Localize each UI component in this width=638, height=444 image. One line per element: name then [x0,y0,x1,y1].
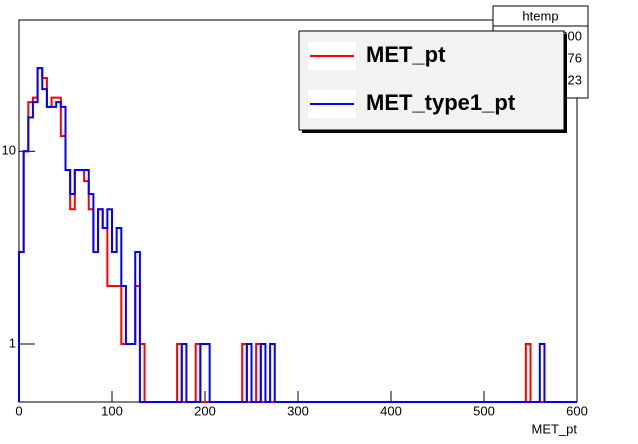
legend-label: MET_type1_pt [366,90,516,115]
x-tick-label: 600 [566,403,588,418]
x-tick-label: 300 [287,403,309,418]
x-tick-label: 100 [101,403,123,418]
histogram-line [18,67,577,403]
legend-label: MET_pt [366,42,446,67]
stats-title: htemp [522,8,558,23]
x-tick-label: 400 [380,403,402,418]
x-tick-label: 200 [194,403,216,418]
x-axis-label: MET_pt [531,421,577,436]
x-tick-label: 500 [473,403,495,418]
x-tick-label: 0 [15,403,22,418]
y-tick-label: 10 [2,143,16,158]
y-tick-label: 1 [9,335,16,350]
